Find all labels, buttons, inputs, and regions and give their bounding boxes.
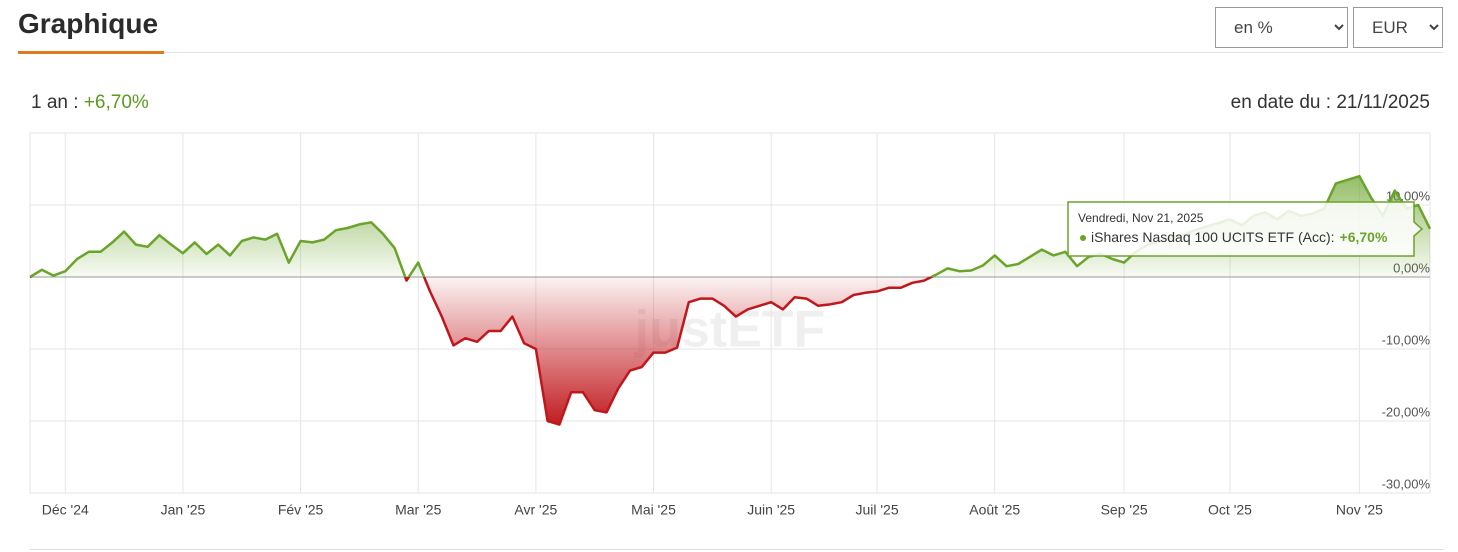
tooltip-bullet (1080, 235, 1086, 241)
x-tick-label: Déc '24 (42, 502, 89, 518)
tooltip-line: iShares Nasdaq 100 UCITS ETF (Acc): +6,70… (1091, 229, 1388, 245)
x-tick-label: Oct '25 (1208, 502, 1252, 518)
area (30, 176, 1430, 425)
x-tick-label: Mai '25 (631, 502, 676, 518)
title-underline (18, 51, 164, 54)
x-tick-label: Juil '25 (855, 502, 898, 518)
x-tick-label: Mar '25 (395, 502, 441, 518)
as-of-date: en date du : 21/11/2025 (1230, 92, 1430, 113)
period-return: 1 an : +6,70% (31, 92, 149, 114)
tooltip-value: +6,70% (1340, 229, 1388, 245)
tooltip-date: Vendredi, Nov 21, 2025 (1078, 211, 1204, 225)
y-tick-label: -30,00% (1382, 476, 1431, 491)
x-tick-label: Jan '25 (161, 502, 206, 518)
tooltip-box (1067, 201, 1424, 257)
divider (18, 52, 1443, 53)
period-label: 1 an : (31, 92, 79, 113)
y-tick-label: -20,00% (1382, 404, 1431, 419)
x-tick-label: Juin '25 (747, 502, 795, 518)
x-tick-label: Nov '25 (1336, 502, 1383, 518)
unit-select[interactable]: en % (1215, 7, 1348, 48)
tooltip-series: iShares Nasdaq 100 UCITS ETF (Acc): (1091, 229, 1335, 245)
y-tick-label: -10,00% (1382, 332, 1431, 347)
divider (30, 549, 1443, 550)
section-title: Graphique (18, 8, 159, 39)
x-tick-label: Avr '25 (514, 502, 557, 518)
x-tick-label: Août '25 (969, 502, 1020, 518)
return-value: +6,70% (83, 92, 149, 113)
x-tick-label: Sep '25 (1101, 502, 1148, 518)
currency-select[interactable]: EUR (1353, 7, 1443, 48)
tooltip: Vendredi, Nov 21, 2025 iShares Nasdaq 100… (1067, 201, 1424, 257)
x-tick-label: Fév '25 (278, 502, 324, 518)
